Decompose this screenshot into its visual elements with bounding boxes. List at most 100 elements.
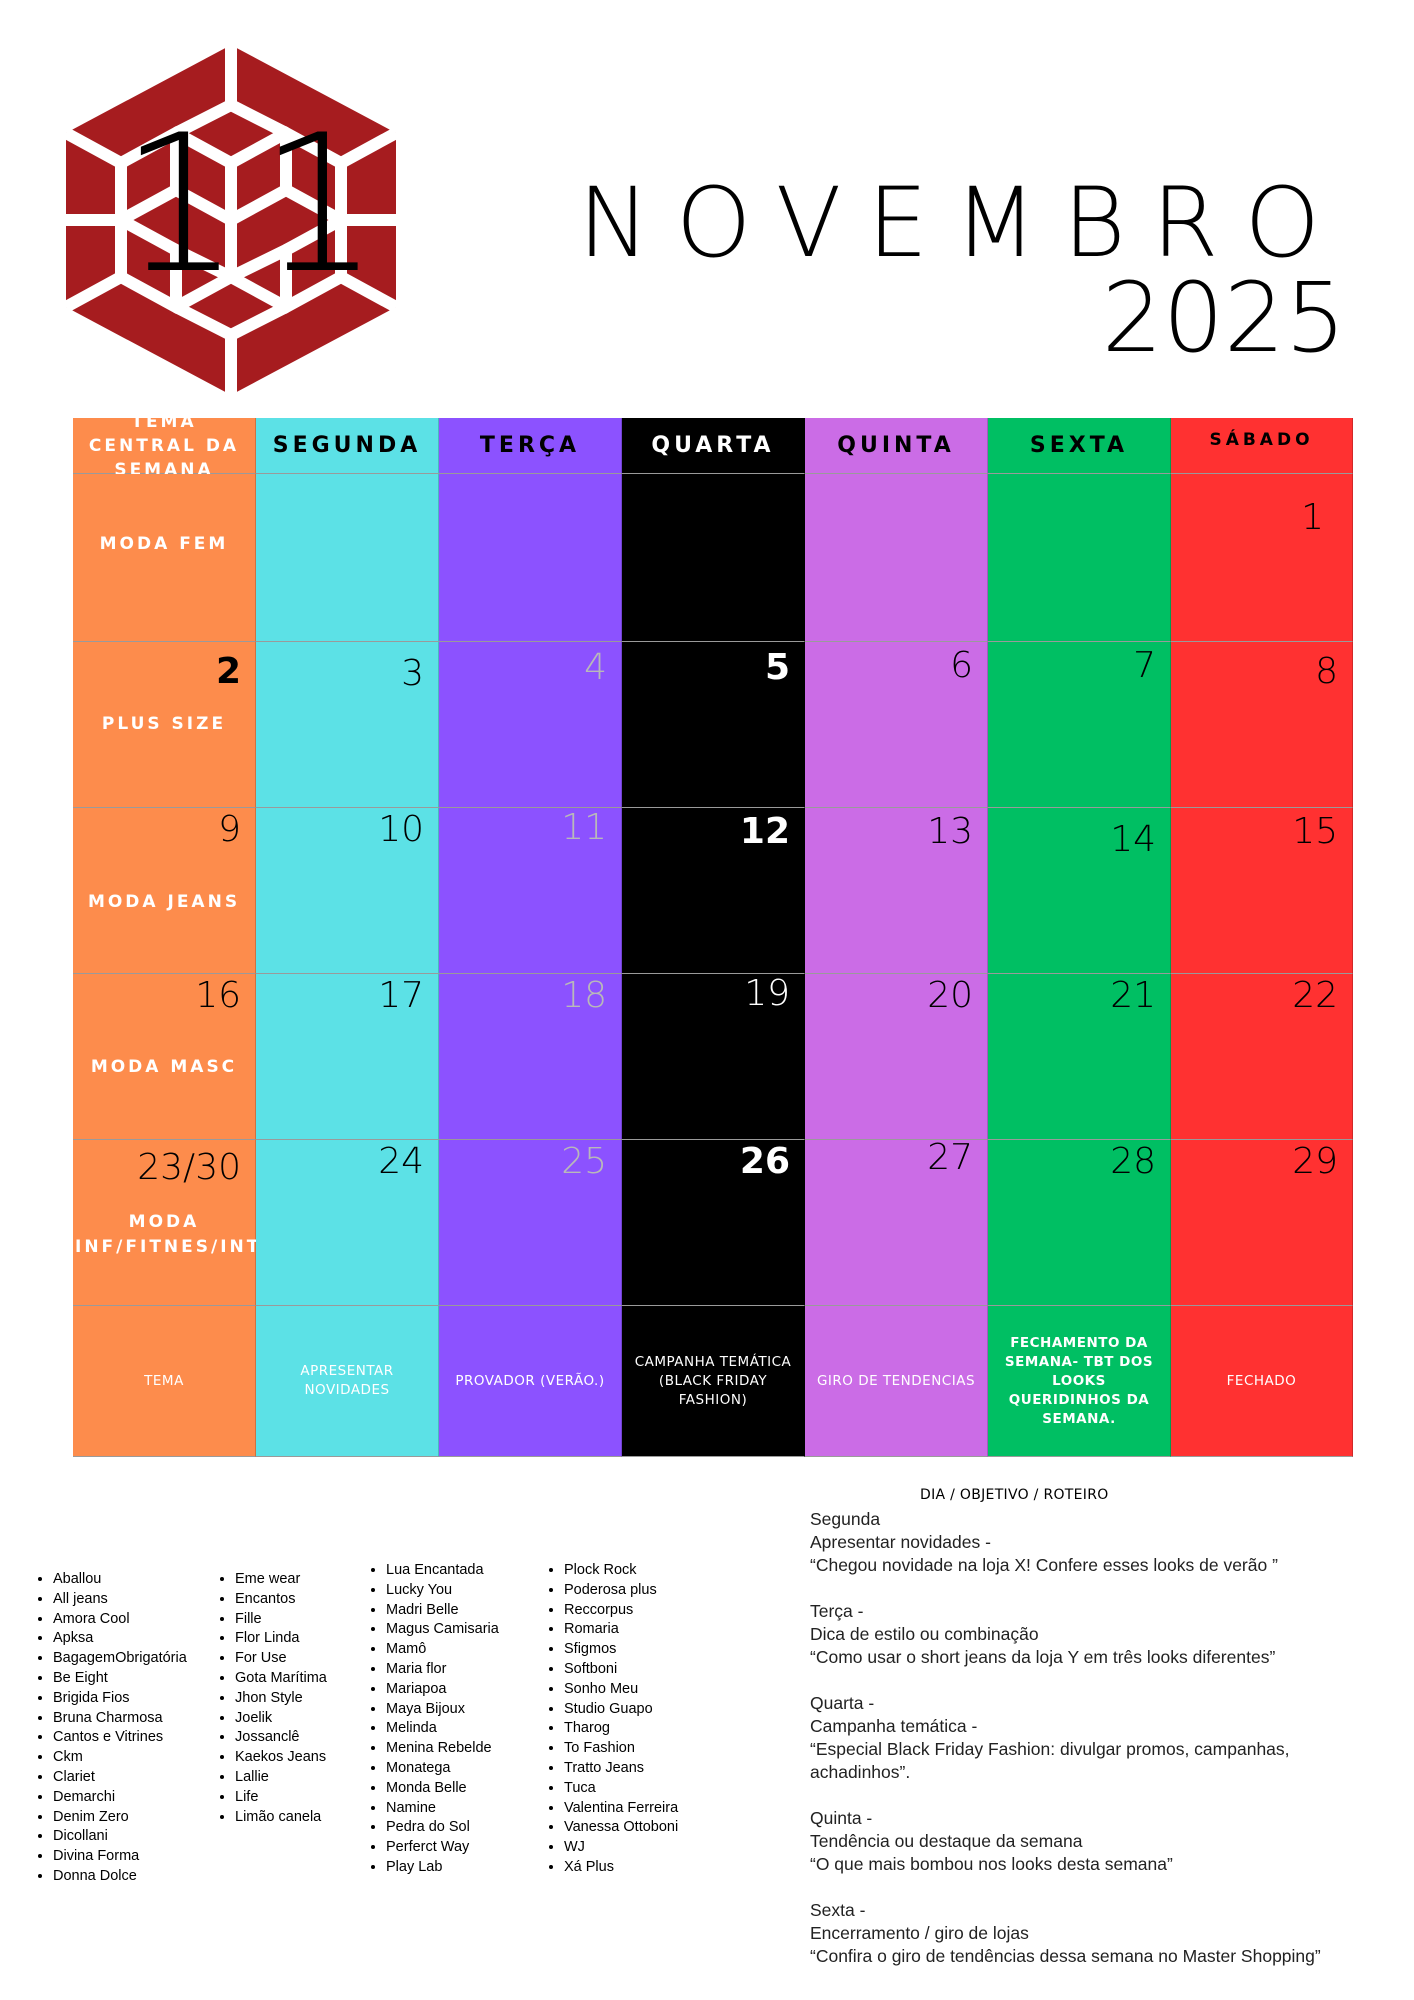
day-number: 13 <box>927 811 973 852</box>
day-number: 8 <box>1315 651 1338 692</box>
day-cell[interactable]: 11 <box>439 808 622 974</box>
store-list-item: Perferct Way <box>386 1838 499 1858</box>
store-list-1: AballouAll jeansAmora CoolApksaBagagemOb… <box>33 1570 187 1887</box>
store-list-item: Maria flor <box>386 1660 499 1680</box>
roteiro-text: “O que mais bombou nos looks desta seman… <box>810 1854 1173 1874</box>
day-cell[interactable]: 28 <box>988 1140 1171 1306</box>
day-number: 25 <box>561 1141 607 1182</box>
day-cell[interactable] <box>805 474 988 642</box>
day-cell[interactable]: 14 <box>988 808 1171 974</box>
day-cell[interactable]: 17 <box>256 974 439 1140</box>
roteiro-block: Segunda Apresentar novidades - “Chegou nov… <box>810 1508 1390 1577</box>
roteiro-day: Segunda <box>810 1509 881 1529</box>
week-theme-label: MODA MASC <box>90 1057 238 1077</box>
day-cell[interactable]: 12 <box>622 808 805 974</box>
footer-quinta: GIRO DE TENDENCIAS <box>805 1306 988 1457</box>
day-cell[interactable]: 5 <box>622 642 805 808</box>
store-list-item: Fille <box>235 1610 327 1630</box>
day-number: 6 <box>950 645 973 686</box>
store-list-item: Play Lab <box>386 1858 499 1878</box>
day-number: 15 <box>1292 811 1338 852</box>
day-cell[interactable]: 26 <box>622 1140 805 1306</box>
roteiro-text: “Chegou novidade na loja X! Confere esse… <box>810 1555 1278 1575</box>
store-list-item: Tratto Jeans <box>564 1759 678 1779</box>
roteiro-text: “Como usar o short jeans da loja Y em tr… <box>810 1647 1276 1667</box>
footer-tema: TEMA <box>73 1306 256 1457</box>
day-cell[interactable]: 24 <box>256 1140 439 1306</box>
day-cell[interactable]: 25 <box>439 1140 622 1306</box>
store-list-item: Poderosa plus <box>564 1581 678 1601</box>
day-cell[interactable]: 13 <box>805 808 988 974</box>
day-number: 24 <box>378 1141 424 1182</box>
day-number: 14 <box>1110 819 1156 860</box>
day-cell[interactable]: 10 <box>256 808 439 974</box>
store-list-item: Monatega <box>386 1759 499 1779</box>
store-list-item: BagagemObrigatória <box>53 1649 187 1669</box>
roteiro-objective: Apresentar novidades - <box>810 1532 991 1552</box>
week-theme-label: MODA FEM <box>99 534 229 554</box>
store-list-4: Plock RockPoderosa plusReccorpusRomariaS… <box>544 1561 678 1878</box>
day-number: 5 <box>764 647 790 688</box>
week-theme-cell: 16 MODA MASC <box>73 974 256 1140</box>
store-list-item: Clariet <box>53 1768 187 1788</box>
day-cell[interactable]: 20 <box>805 974 988 1140</box>
day-cell[interactable]: 1 <box>1171 474 1353 642</box>
day-number: 28 <box>1110 1141 1156 1182</box>
day-cell[interactable] <box>622 474 805 642</box>
roteiro-text: Segunda Apresentar novidades - “Chegou nov… <box>810 1508 1390 1991</box>
day-number: 4 <box>584 647 607 688</box>
day-cell[interactable]: 18 <box>439 974 622 1140</box>
day-cell[interactable]: 7 <box>988 642 1171 808</box>
store-list-item: Joelik <box>235 1709 327 1729</box>
store-list-item: Tuca <box>564 1779 678 1799</box>
store-list-item: For Use <box>235 1649 327 1669</box>
day-cell[interactable] <box>988 474 1171 642</box>
store-list-item: Romaria <box>564 1620 678 1640</box>
year-title: 2025 <box>1101 262 1346 374</box>
week-start-number: 16 <box>195 975 241 1016</box>
day-number: 10 <box>378 809 424 850</box>
day-number: 12 <box>739 811 790 852</box>
day-cell[interactable]: 29 <box>1171 1140 1353 1306</box>
store-list-item: Plock Rock <box>564 1561 678 1581</box>
week-start-number: 9 <box>218 809 241 850</box>
store-list-item: Limão canela <box>235 1808 327 1828</box>
day-cell[interactable]: 27 <box>805 1140 988 1306</box>
store-list-item: Magus Camisaria <box>386 1620 499 1640</box>
day-number: 29 <box>1292 1141 1338 1182</box>
day-cell[interactable]: 22 <box>1171 974 1353 1140</box>
roteiro-objective: Tendência ou destaque da semana <box>810 1831 1083 1851</box>
store-list-item: Monda Belle <box>386 1779 499 1799</box>
footer-sabado: FECHADO <box>1171 1306 1353 1457</box>
store-list-item: Lua Encantada <box>386 1561 499 1581</box>
day-cell[interactable]: 6 <box>805 642 988 808</box>
day-cell[interactable]: 15 <box>1171 808 1353 974</box>
day-cell[interactable]: 8 <box>1171 642 1353 808</box>
store-list-item: Demarchi <box>53 1788 187 1808</box>
week-start-number: 2 <box>215 651 241 692</box>
week-theme-label: PLUS SIZE <box>101 714 227 734</box>
store-list-item: Mariapoa <box>386 1680 499 1700</box>
day-header-quarta: QUARTA <box>622 418 805 474</box>
roteiro-block: Quarta - Campanha temática - “Especial Bla… <box>810 1692 1390 1784</box>
store-list-item: Denim Zero <box>53 1808 187 1828</box>
week-theme-cell: MODA FEM <box>73 474 256 642</box>
roteiro-text: “Confira o giro de tendências dessa sema… <box>810 1946 1321 1966</box>
store-list-item: Namine <box>386 1799 499 1819</box>
store-list-2: Eme wearEncantosFilleFlor LindaFor UseGo… <box>215 1570 327 1827</box>
hexagon-cubes-logo <box>66 45 396 395</box>
day-cell[interactable]: 19 <box>622 974 805 1140</box>
store-list-item: Donna Dolce <box>53 1867 187 1887</box>
day-number: 26 <box>739 1141 790 1182</box>
store-list-item: Menina Rebelde <box>386 1739 499 1759</box>
footer-quarta: CAMPANHA TEMÁTICA (BLACK FRIDAY FASHION) <box>622 1306 805 1457</box>
day-cell[interactable]: 21 <box>988 974 1171 1140</box>
week-theme-cell: 23/30 MODA INF/FITNES/INTIMA <box>73 1140 304 1306</box>
day-cell[interactable] <box>256 474 439 642</box>
day-cell[interactable] <box>439 474 622 642</box>
store-list-item: Aballou <box>53 1570 187 1590</box>
day-cell[interactable]: 4 <box>439 642 622 808</box>
roteiro-day: Quinta - <box>810 1808 873 1828</box>
day-cell[interactable]: 3 <box>256 642 439 808</box>
day-number: 7 <box>1133 645 1156 686</box>
